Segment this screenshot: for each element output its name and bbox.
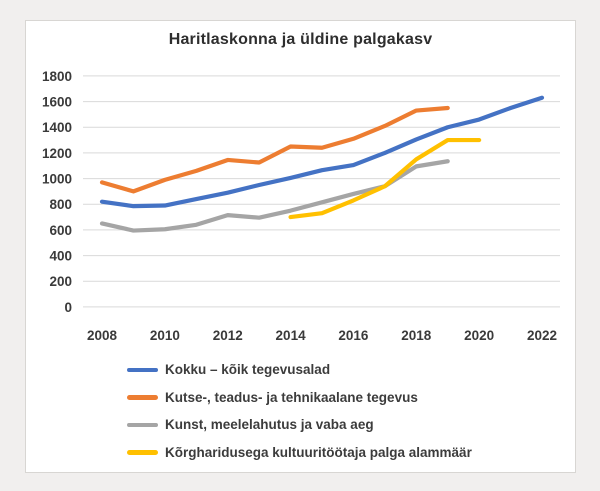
legend-swatch-icon xyxy=(127,422,158,427)
legend-label: Kõrgharidusega kultuuritöötaja palga ala… xyxy=(165,444,472,460)
legend-label: Kokku – kõik tegevusalad xyxy=(165,362,331,378)
legend-swatch-icon xyxy=(127,367,158,372)
chart-title: Haritlaskonna ja üldine palgakasv xyxy=(168,31,433,48)
legend-item-2: Kunst, meelelahutus ja vaba aeg xyxy=(127,411,472,439)
chart-legend: Kokku – kõik tegevusalad Kutse-, teadus- … xyxy=(127,356,472,466)
legend-swatch-icon xyxy=(127,450,158,455)
legend-label: Kunst, meelelahutus ja vaba aeg xyxy=(165,417,374,433)
legend-item-0: Kokku – kõik tegevusalad xyxy=(127,356,472,384)
chart-panel xyxy=(25,20,576,473)
legend-item-3: Kõrgharidusega kultuuritöötaja palga ala… xyxy=(127,439,472,467)
legend-item-1: Kutse-, teadus- ja tehnikaalane tegevus xyxy=(127,384,472,412)
legend-swatch-icon xyxy=(127,395,158,400)
legend-label: Kutse-, teadus- ja tehnikaalane tegevus xyxy=(165,389,418,405)
